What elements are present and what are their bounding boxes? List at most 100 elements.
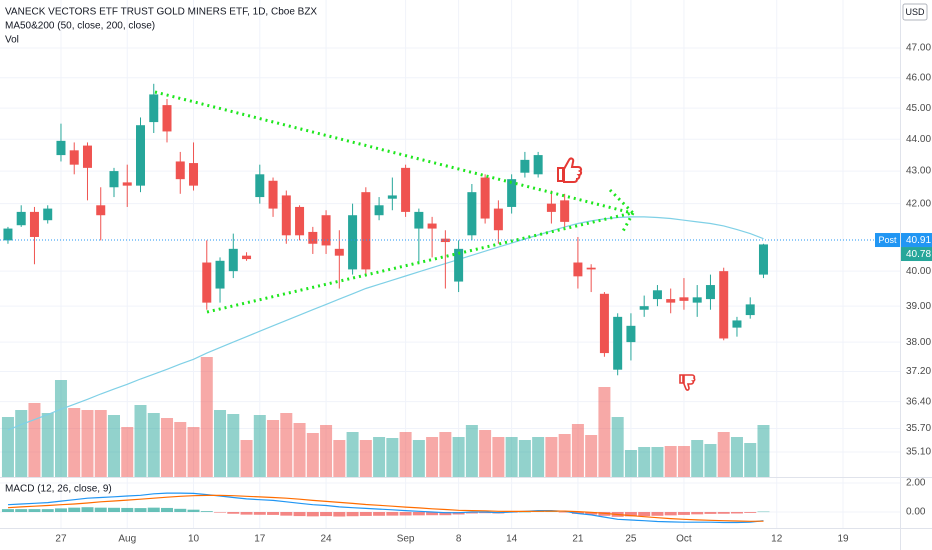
volume-bar	[545, 437, 558, 477]
volume-layer	[1, 357, 770, 477]
volume-bar	[1, 417, 14, 477]
volume-bar	[68, 408, 81, 477]
candle-body	[281, 195, 291, 236]
candle-body	[69, 150, 79, 165]
macd-histogram-bar	[107, 507, 120, 513]
candle-body	[334, 248, 344, 256]
x-tick-label: 25	[625, 534, 637, 545]
volume-bar	[227, 414, 240, 477]
volume-bar	[412, 440, 425, 477]
candle-body	[162, 105, 172, 132]
candle-body	[758, 244, 768, 275]
macd-histogram-bar	[518, 511, 531, 513]
thumbs-down-icon	[679, 374, 696, 391]
volume-bar	[161, 418, 174, 477]
candle-body	[732, 320, 742, 328]
macd-histogram-bar	[267, 512, 280, 515]
y-tick-label: 39.00	[906, 301, 931, 312]
volume-bar	[426, 437, 439, 477]
indicator-label: Vol	[5, 35, 19, 46]
volume-bar	[611, 417, 624, 477]
candle-body	[149, 94, 159, 123]
volume-bar	[704, 444, 717, 477]
candle-body	[215, 260, 225, 289]
macd-histogram-bar	[730, 512, 743, 514]
macd-histogram-bar	[386, 512, 399, 516]
macd-histogram-bar	[346, 512, 359, 517]
last-price-box	[901, 247, 932, 262]
candle-body	[109, 171, 119, 188]
candle-body	[16, 211, 26, 226]
candle-body	[255, 174, 265, 198]
x-tick-label: 19	[837, 534, 849, 545]
candle-body	[268, 180, 278, 209]
y-tick-label: 46.00	[906, 72, 931, 83]
macd-histogram-bar	[15, 509, 28, 513]
trend-annotation	[154, 90, 635, 314]
volume-bar	[651, 447, 664, 477]
macd-histogram-bar	[306, 512, 319, 517]
volume-bar	[399, 432, 412, 477]
macd-histogram-bar	[426, 512, 439, 516]
y-tick-label: 35.10	[906, 447, 931, 458]
macd-histogram-bar	[94, 507, 107, 513]
candle-body	[308, 231, 318, 244]
x-tick-label: Aug	[118, 534, 136, 545]
x-tick-label: 24	[321, 534, 333, 545]
volume-bar	[624, 450, 637, 477]
macd-histogram-bar	[280, 512, 293, 516]
y-tick-label: 43.00	[906, 166, 931, 177]
volume-bar	[744, 443, 757, 477]
volume-bar	[121, 427, 134, 477]
macd-histogram-bar	[214, 512, 227, 513]
candle-body	[440, 238, 450, 243]
volume-bar	[518, 440, 531, 477]
y-tick-label: 44.00	[906, 134, 931, 145]
volume-bar	[359, 440, 372, 477]
candle-body	[348, 215, 358, 270]
macd-histogram-bar	[585, 512, 598, 515]
macd-histogram-bar	[677, 512, 690, 515]
macd-histogram-bar	[68, 507, 81, 513]
x-tick-label: 10	[188, 534, 200, 545]
volume-bar	[386, 438, 399, 477]
volume-bar	[757, 425, 770, 477]
macd-histogram-bar	[293, 512, 306, 517]
y-tick-label: 42.00	[906, 198, 931, 209]
candle-body	[467, 192, 477, 236]
volume-bar	[717, 432, 730, 477]
volume-bar	[280, 413, 293, 477]
last-price-label: 40.78	[906, 249, 931, 260]
volume-bar	[134, 405, 147, 477]
volume-bar	[479, 430, 492, 477]
volume-bar	[15, 410, 28, 477]
candle-body	[639, 306, 649, 310]
y-tick-label: 45.00	[906, 103, 931, 114]
macd-histogram-bar	[187, 509, 200, 513]
volume-bar	[28, 403, 41, 477]
candle-body	[560, 200, 570, 222]
post-price-label: 40.91	[906, 235, 931, 246]
currency-box[interactable]	[902, 3, 928, 21]
volume-bar	[94, 410, 107, 477]
candle-body	[56, 140, 66, 156]
candle-body	[692, 297, 702, 303]
macd-histogram-bar	[638, 512, 651, 517]
x-tick-label: Oct	[676, 534, 692, 545]
macd-histogram-bar	[28, 509, 41, 513]
macd-histogram-bar	[81, 507, 94, 513]
candle-body	[613, 316, 623, 370]
macd-histogram-bar	[744, 512, 757, 513]
volume-bar	[691, 440, 704, 477]
macd-histogram-bar	[465, 512, 478, 514]
candle-body	[122, 182, 132, 186]
macd-histogram-bar	[253, 512, 266, 515]
candle-body	[679, 297, 689, 301]
volume-bar	[492, 437, 505, 477]
candle-body	[202, 262, 212, 303]
volume-bar	[730, 437, 743, 477]
macd-histogram-bar	[704, 512, 717, 514]
trend-line	[206, 211, 633, 314]
volume-bar	[439, 432, 452, 477]
